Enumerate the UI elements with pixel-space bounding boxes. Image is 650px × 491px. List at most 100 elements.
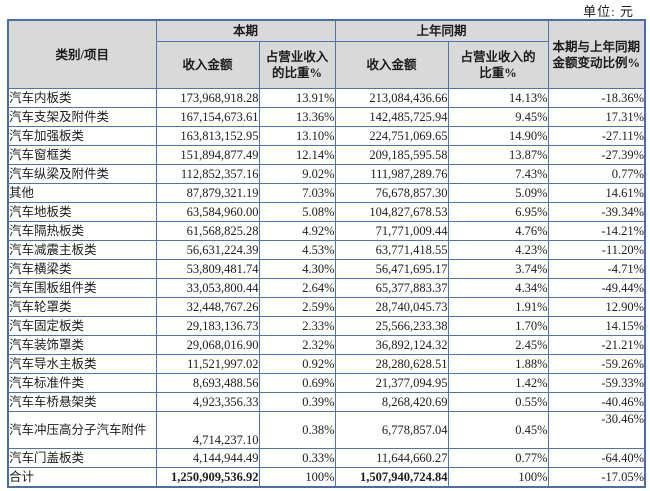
current-pct-cell: 0.92% [258,354,336,374]
current-pct-cell: 0.69% [258,373,336,393]
prior-pct-cell: 0.45% [447,411,549,449]
prior-amount-cell: 56,471,695.17 [334,259,449,279]
category-cell: 汽车车桥悬架类 [7,392,157,412]
prior-amount-cell: 111,987,289.76 [334,164,449,184]
current-amount-cell: 33,053,800.44 [155,278,260,298]
category-cell: 汽车纵梁及附件类 [7,164,157,184]
change-pct-cell: -27.39% [547,145,646,165]
prior-pct-cell: 3.74% [447,259,549,279]
current-amount-cell: 8,693,488.56 [155,373,260,393]
table-row: 汽车内板类 173,968,918.28 13.91% 213,084,436.… [7,88,646,108]
table-row: 汽车横梁类 53,809,481.74 4.30% 56,471,695.17 … [7,259,646,279]
table-row: 汽车隔热板类 61,568,825.28 4.92% 71,771,009.44… [7,221,646,241]
current-pct-cell: 0.38% [258,411,336,449]
change-pct-cell: -64.40% [547,448,646,468]
current-pct-cell: 2.33% [258,316,336,336]
unit-label: 单位: 元 [583,4,634,19]
table-row: 汽车支架及附件类 167,154,673.61 13.36% 142,485,7… [7,107,646,127]
prior-amount-cell: 8,268,420.69 [334,392,449,412]
current-amount-cell: 167,154,673.61 [155,107,260,127]
table-row: 汽车门盖板类 4,144,944.49 0.33% 11,644,660.27 … [7,448,646,468]
current-pct-cell: 4.53% [258,240,336,260]
category-cell: 其他 [7,183,157,203]
change-pct-cell: 12.90% [547,297,646,317]
current-amount-cell: 4,714,237.10 [155,411,260,449]
current-amount-cell: 151,894,877.49 [155,145,260,165]
prior-amount-cell: 104,827,678.53 [334,202,449,222]
change-pct-cell: -18.36% [547,88,646,108]
table-row: 汽车固定板类 29,183,136.73 2.33% 25,566,233.38… [7,316,646,336]
change-pct-cell: 14.15% [547,316,646,336]
category-cell: 汽车固定板类 [7,316,157,336]
current-amount-cell: 4,923,356.33 [155,392,260,412]
header-current-revenue: 收入金额 [155,41,260,89]
current-pct-cell: 0.33% [258,448,336,468]
current-amount-cell: 29,068,016.90 [155,335,260,355]
category-cell: 汽车围板组件类 [7,278,157,298]
change-pct-cell: 0.77% [547,164,646,184]
prior-pct-cell: 9.45% [447,107,549,127]
change-pct-cell: -49.44% [547,278,646,298]
change-pct-cell: -4.71% [547,259,646,279]
table-row: 汽车加强板类 163,813,152.95 13.10% 224,751,069… [7,126,646,146]
table-row: 汽车车桥悬架类 4,923,356.33 0.39% 8,268,420.69 … [7,392,646,412]
current-pct-cell: 4.30% [258,259,336,279]
current-pct-cell: 13.36% [258,107,336,127]
table-row: 其他 87,879,321.19 7.03% 76,678,857.30 5.0… [7,183,646,203]
prior-amount-cell: 25,566,233.38 [334,316,449,336]
current-pct-cell: 2.59% [258,297,336,317]
current-amount-cell: 11,521,997.02 [155,354,260,374]
category-cell: 汽车门盖板类 [7,448,157,468]
current-amount-cell: 112,852,357.16 [155,164,260,184]
table-row: 汽车冲压高分子汽车附件 4,714,237.10 0.38% 6,778,857… [7,411,646,449]
current-pct-cell: 13.10% [258,126,336,146]
current-amount-cell: 53,809,481.74 [155,259,260,279]
change-pct-cell: -11.20% [547,240,646,260]
table-row: 汽车围板组件类 33,053,800.44 2.64% 65,377,883.3… [7,278,646,298]
prior-amount-cell: 6,778,857.04 [334,411,449,449]
prior-amount-cell: 142,485,725.94 [334,107,449,127]
prior-pct-cell: 5.09% [447,183,549,203]
current-pct-cell: 2.64% [258,278,336,298]
current-amount-cell: 61,568,825.28 [155,221,260,241]
table-row: 汽车地板类 63,584,960.00 5.08% 104,827,678.53… [7,202,646,222]
change-pct-cell: -40.46% [547,392,646,412]
prior-pct-cell: 4.76% [447,221,549,241]
current-pct-cell: 9.02% [258,164,336,184]
table-body: 汽车内板类 173,968,918.28 13.91% 213,084,436.… [7,88,646,488]
table-row: 汽车窗框类 151,894,877.49 12.14% 209,185,595.… [7,145,646,165]
current-amount-cell: 32,448,767.26 [155,297,260,317]
prior-pct-cell: 2.45% [447,335,549,355]
header-group-current-period: 本期 [155,19,336,42]
prior-pct-cell: 14.90% [447,126,549,146]
category-cell: 汽车装饰罩类 [7,335,157,355]
current-amount-cell: 29,183,136.73 [155,316,260,336]
prior-pct-cell: 0.55% [447,392,549,412]
prior-amount-cell: 36,892,124.32 [334,335,449,355]
current-pct-cell: 12.14% [258,145,336,165]
category-cell: 汽车加强板类 [7,126,157,146]
prior-amount-cell: 213,084,436.66 [334,88,449,108]
header-prior-revenue: 收入金额 [334,41,449,89]
header-change-pct: 本期与上年同期金额变动比例% [547,19,646,89]
change-pct-cell: -39.34% [547,202,646,222]
header-row-groups: 类别/项目 本期 上年同期 本期与上年同期金额变动比例% [7,19,646,89]
prior-amount-cell: 11,644,660.27 [334,448,449,468]
prior-amount-cell: 28,740,045.73 [334,297,449,317]
current-amount-cell: 87,879,321.19 [155,183,260,203]
table-row: 汽车标准件类 8,693,488.56 0.69% 21,377,094.95 … [7,373,646,393]
current-amount-cell: 4,144,944.49 [155,448,260,468]
category-cell: 汽车导水主板类 [7,354,157,374]
table-header: 类别/项目 本期 上年同期 本期与上年同期金额变动比例% 收入金额 占营业收入的… [7,19,646,89]
prior-amount-cell: 1,507,940,724.84 [334,467,449,488]
current-pct-cell: 7.03% [258,183,336,203]
category-cell: 合计 [7,467,157,488]
category-cell: 汽车标准件类 [7,373,157,393]
prior-amount-cell: 209,185,595.58 [334,145,449,165]
category-cell: 汽车隔热板类 [7,221,157,241]
header-current-pct: 占营业收入的比重% [258,41,336,89]
table-row: 汽车装饰罩类 29,068,016.90 2.32% 36,892,124.32… [7,335,646,355]
header-category: 类别/项目 [7,19,157,89]
prior-amount-cell: 28,280,628.51 [334,354,449,374]
